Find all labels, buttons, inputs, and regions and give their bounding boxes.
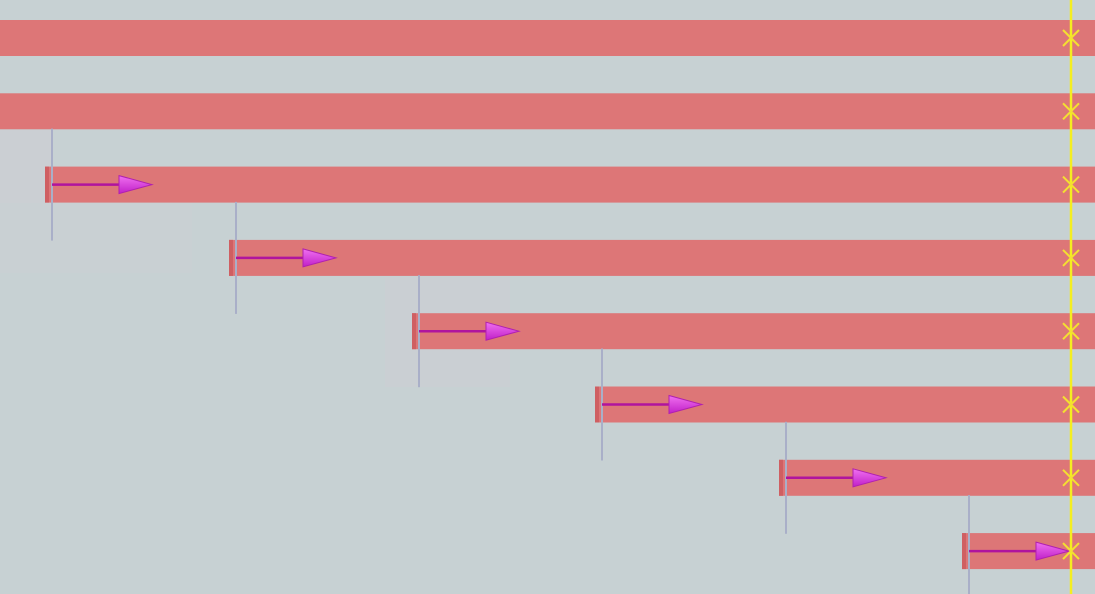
bar [0,20,1095,56]
bar [0,93,1095,130]
x-marker [1062,102,1080,121]
x-marker [1062,175,1080,194]
x-marker [1062,249,1080,267]
bar [229,239,1095,276]
bar [412,313,1095,350]
markers [1062,29,1080,560]
arrow-head [668,394,704,415]
x-marker [1062,322,1080,340]
x-marker [1062,542,1080,560]
shade-region [0,203,192,273]
x-marker [1062,29,1080,47]
bar-edge [229,239,233,276]
arrow-head [1035,541,1071,561]
bar-edge [595,386,599,423]
arrow-head [302,248,338,268]
arrow-head [852,468,888,488]
rows [0,20,1095,594]
x-marker [1062,395,1080,414]
bar-edge [45,166,49,203]
bar-edge [779,459,783,496]
x-marker [1062,469,1080,487]
arrow-head [485,321,521,341]
bar-edge [962,533,966,570]
bar [45,166,1095,203]
bar-edge [412,313,416,350]
arrow-head [118,174,154,195]
